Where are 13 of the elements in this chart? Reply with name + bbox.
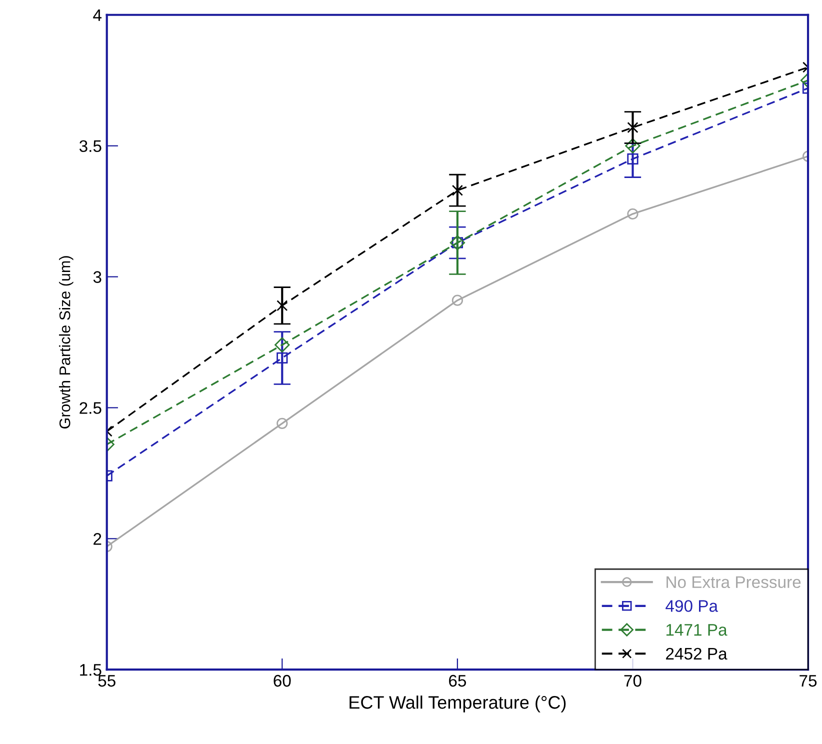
- x-tick-label: 60: [274, 674, 291, 687]
- y-tick-label: 3: [93, 271, 102, 283]
- y-tick-label: 1.5: [80, 664, 102, 676]
- y-tick-label: 4: [93, 9, 102, 21]
- x-tick-label: 65: [449, 674, 466, 687]
- x-tick-label: 70: [624, 674, 642, 687]
- x-tick-label: 75: [800, 675, 817, 687]
- x-axis-title: ECT Wall Temperature (°C): [350, 696, 566, 712]
- y-tick-label: 3.5: [79, 140, 102, 152]
- y-tick-label: 2: [94, 533, 102, 545]
- y-tick-label: 2.5: [80, 402, 102, 414]
- y-axis-title: Growth Particle Size (um): [59, 256, 74, 428]
- x-tick-label: 55: [98, 675, 116, 687]
